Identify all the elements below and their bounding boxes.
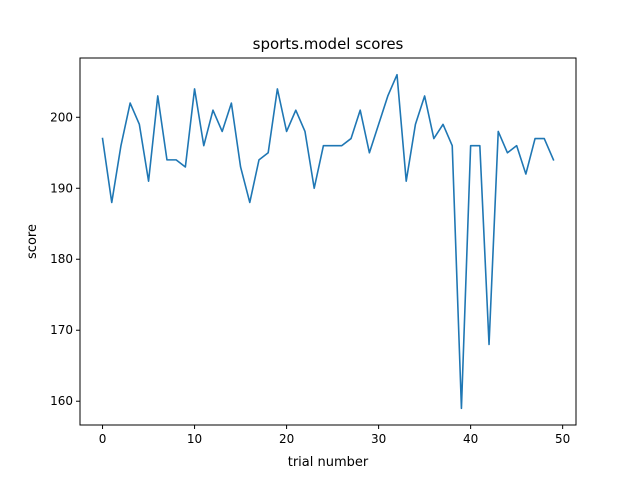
y-axis-ticks: 160 170 180 190 200 (50, 110, 80, 408)
x-tick-label: 0 (99, 432, 107, 446)
y-tick-label: 180 (50, 252, 73, 266)
x-axis-label: trial number (288, 455, 369, 470)
y-tick-label: 160 (50, 394, 73, 408)
x-tick-label: 50 (555, 432, 570, 446)
x-tick-label: 20 (279, 432, 294, 446)
x-axis-ticks: 0 10 20 30 40 50 (99, 425, 570, 446)
chart-title: sports.model scores (253, 35, 404, 53)
y-axis-label: score (25, 224, 40, 259)
x-tick-label: 40 (463, 432, 478, 446)
x-tick-label: 30 (371, 432, 386, 446)
score-series-line (101, 73, 555, 410)
y-tick-label: 200 (50, 110, 73, 124)
x-tick-label: 10 (187, 432, 202, 446)
y-tick-label: 190 (50, 181, 73, 195)
plot-area-frame (79, 57, 577, 426)
y-tick-label: 170 (50, 323, 73, 337)
